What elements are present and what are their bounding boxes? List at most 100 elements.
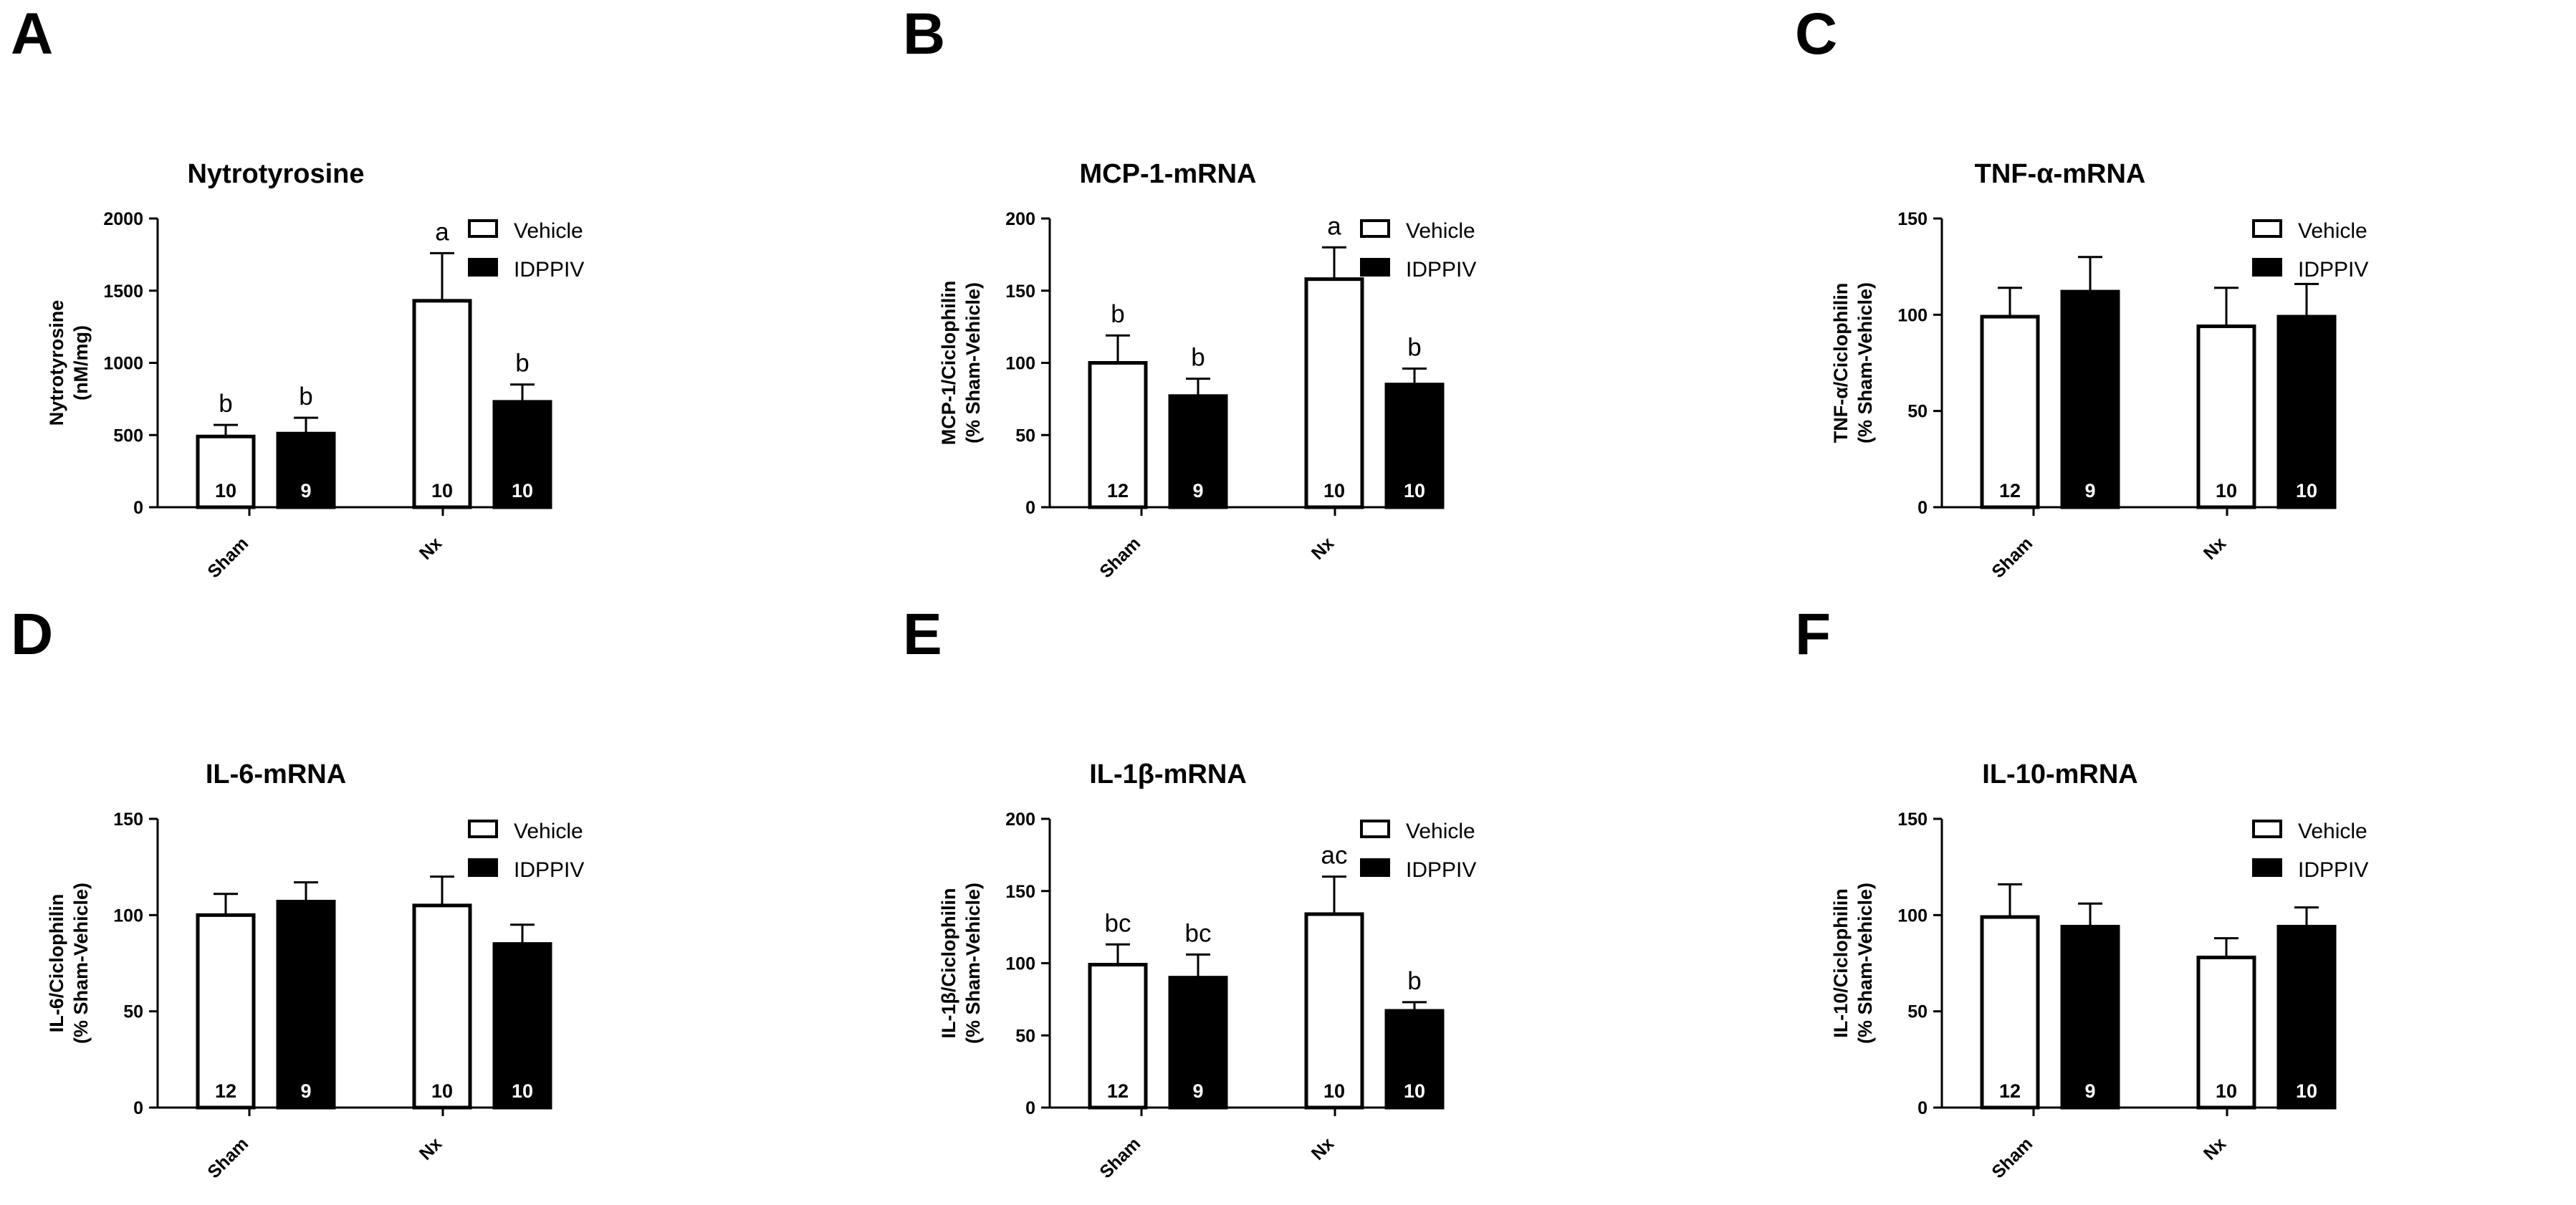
n-label: 10 — [1323, 1080, 1345, 1102]
panel-e: E IL-1β-mRNA IL-1β/Ciclophilin (% Sham-Vehi… — [903, 602, 1476, 1182]
n-label: 10 — [1323, 480, 1345, 501]
n-label: 10 — [2216, 1080, 2237, 1102]
n-label: 10 — [2296, 1080, 2317, 1102]
x-tick-label: Sham — [1096, 533, 1144, 582]
significance-letter: a — [435, 218, 449, 246]
y-tick-label: 150 — [1897, 209, 1928, 229]
bar-idppiv-sham — [276, 431, 336, 509]
legend-swatch-idppiv — [2252, 258, 2282, 277]
y-tick-label: 0 — [1917, 1098, 1928, 1118]
bar-vehicle-sham — [196, 913, 256, 1110]
legend-label: IDPPIV — [1406, 258, 1476, 282]
legend-swatch-vehicle — [2252, 820, 2282, 838]
significance-letter: bc — [1185, 919, 1212, 947]
x-tick-label: Sham — [204, 1133, 252, 1182]
n-label: 9 — [2084, 1080, 2095, 1102]
significance-letter: bc — [1105, 909, 1131, 937]
y-tick-label: 50 — [123, 1002, 143, 1022]
significance-letter: a — [1327, 212, 1341, 240]
y-tick-label: 100 — [1005, 354, 1035, 374]
y-tick-label: 0 — [133, 1098, 143, 1118]
n-label: 12 — [1999, 480, 2021, 501]
legend-swatch-idppiv — [2252, 858, 2282, 877]
y-tick-label: 150 — [113, 810, 143, 830]
significance-letter: b — [1407, 967, 1421, 995]
x-tick-label: Nx — [2200, 533, 2230, 563]
x-tick-label: Nx — [416, 533, 446, 563]
x-tick-label: Nx — [1308, 533, 1338, 563]
panel-letter: F — [1795, 602, 1831, 667]
panel-c: C TNF-α-mRNA TNF-α/Ciclophilin (% Sham-Vehi… — [1795, 1, 2368, 582]
legend-swatch-vehicle — [1360, 219, 1390, 238]
legend-swatch-idppiv — [468, 858, 498, 877]
legend-label: IDPPIV — [2298, 858, 2368, 882]
chart-title: IL-1β-mRNA — [1089, 759, 1247, 789]
n-label: 9 — [300, 1080, 311, 1102]
x-tick-label: Sham — [1988, 533, 2036, 582]
legend-label: IDPPIV — [514, 258, 584, 282]
x-tick-label: Sham — [1988, 1133, 2036, 1182]
bar-idppiv-nx — [2276, 924, 2337, 1110]
legend-label: Vehicle — [1406, 219, 1475, 243]
bar-vehicle-nx — [2196, 955, 2256, 1110]
y-tick-label: 0 — [1025, 1098, 1035, 1118]
y-tick-label: 150 — [1005, 882, 1035, 902]
y-axis-label: TNF-α/Ciclophilin — [1830, 283, 1852, 443]
x-tick-label: Sham — [204, 533, 252, 582]
chart-title: IL-6-mRNA — [206, 759, 346, 789]
bar-vehicle-sham — [1088, 361, 1148, 509]
bar-idppiv-sham — [1168, 394, 1228, 509]
y-tick-label: 0 — [1025, 498, 1035, 518]
n-label: 10 — [431, 1080, 453, 1102]
bar-vehicle-nx — [412, 903, 472, 1110]
y-axis-label: IL-10/Ciclophilin — [1830, 888, 1852, 1038]
legend-label: IDPPIV — [1406, 858, 1476, 882]
legend-swatch-idppiv — [1360, 258, 1390, 277]
y-tick-label: 100 — [1897, 906, 1928, 926]
panel-d: D IL-6-mRNA IL-6/Ciclophilin (% Sham-Vehicl… — [11, 602, 584, 1182]
y-tick-label: 0 — [1917, 498, 1928, 518]
significance-letter: ac — [1321, 842, 1348, 870]
y-axis-label-unit: (% Sham-Vehicle) — [962, 282, 984, 443]
bar-idppiv-nx — [2276, 315, 2337, 509]
n-label: 10 — [2216, 480, 2237, 501]
y-axis-label-unit: (% Sham-Vehicle) — [70, 883, 92, 1044]
y-axis-label: Nytrotyrosine — [46, 300, 67, 426]
n-label: 9 — [1192, 1080, 1203, 1102]
y-tick-label: 500 — [113, 426, 143, 446]
n-label: 9 — [1192, 480, 1203, 501]
n-label: 12 — [1999, 1080, 2021, 1102]
y-axis-label-unit: (nM/mg) — [70, 325, 92, 400]
n-label: 10 — [1404, 480, 1425, 501]
bar-idppiv-sham — [2060, 289, 2120, 509]
significance-letter: b — [1111, 300, 1124, 328]
panel-b: B MCP-1-mRNA MCP-1/Ciclophilin (% Sham-Vehi… — [903, 1, 1476, 582]
y-axis-label: IL-1β/Ciclophilin — [938, 888, 959, 1039]
bar-vehicle-nx — [1304, 277, 1364, 509]
bar-idppiv-nx — [492, 400, 552, 509]
n-label: 12 — [1107, 480, 1129, 501]
bar-vehicle-nx — [412, 299, 472, 509]
x-tick-label: Sham — [1096, 1133, 1144, 1182]
y-tick-label: 100 — [1005, 954, 1035, 974]
chart-title: MCP-1-mRNA — [1080, 159, 1257, 189]
legend-label: Vehicle — [514, 219, 583, 243]
y-tick-label: 200 — [1005, 810, 1035, 830]
legend-label: Vehicle — [2298, 820, 2367, 843]
legend-label: Vehicle — [514, 820, 583, 843]
bar-idppiv-nx — [1384, 383, 1445, 509]
n-label: 12 — [215, 1080, 236, 1102]
bar-vehicle-nx — [2196, 324, 2256, 509]
bar-idppiv-nx — [1384, 1009, 1445, 1110]
y-axis-label-unit: (% Sham-Vehicle) — [1854, 883, 1876, 1044]
y-tick-label: 100 — [113, 906, 143, 926]
bar-idppiv-sham — [1168, 976, 1228, 1110]
y-tick-label: 50 — [1907, 1002, 1928, 1022]
y-axis-label: IL-6/Ciclophilin — [46, 894, 67, 1033]
bar-vehicle-sham — [1088, 963, 1148, 1110]
x-tick-label: Nx — [1308, 1133, 1338, 1163]
n-label: 10 — [215, 480, 236, 501]
panel-letter: B — [903, 1, 945, 67]
legend-swatch-vehicle — [2252, 219, 2282, 238]
